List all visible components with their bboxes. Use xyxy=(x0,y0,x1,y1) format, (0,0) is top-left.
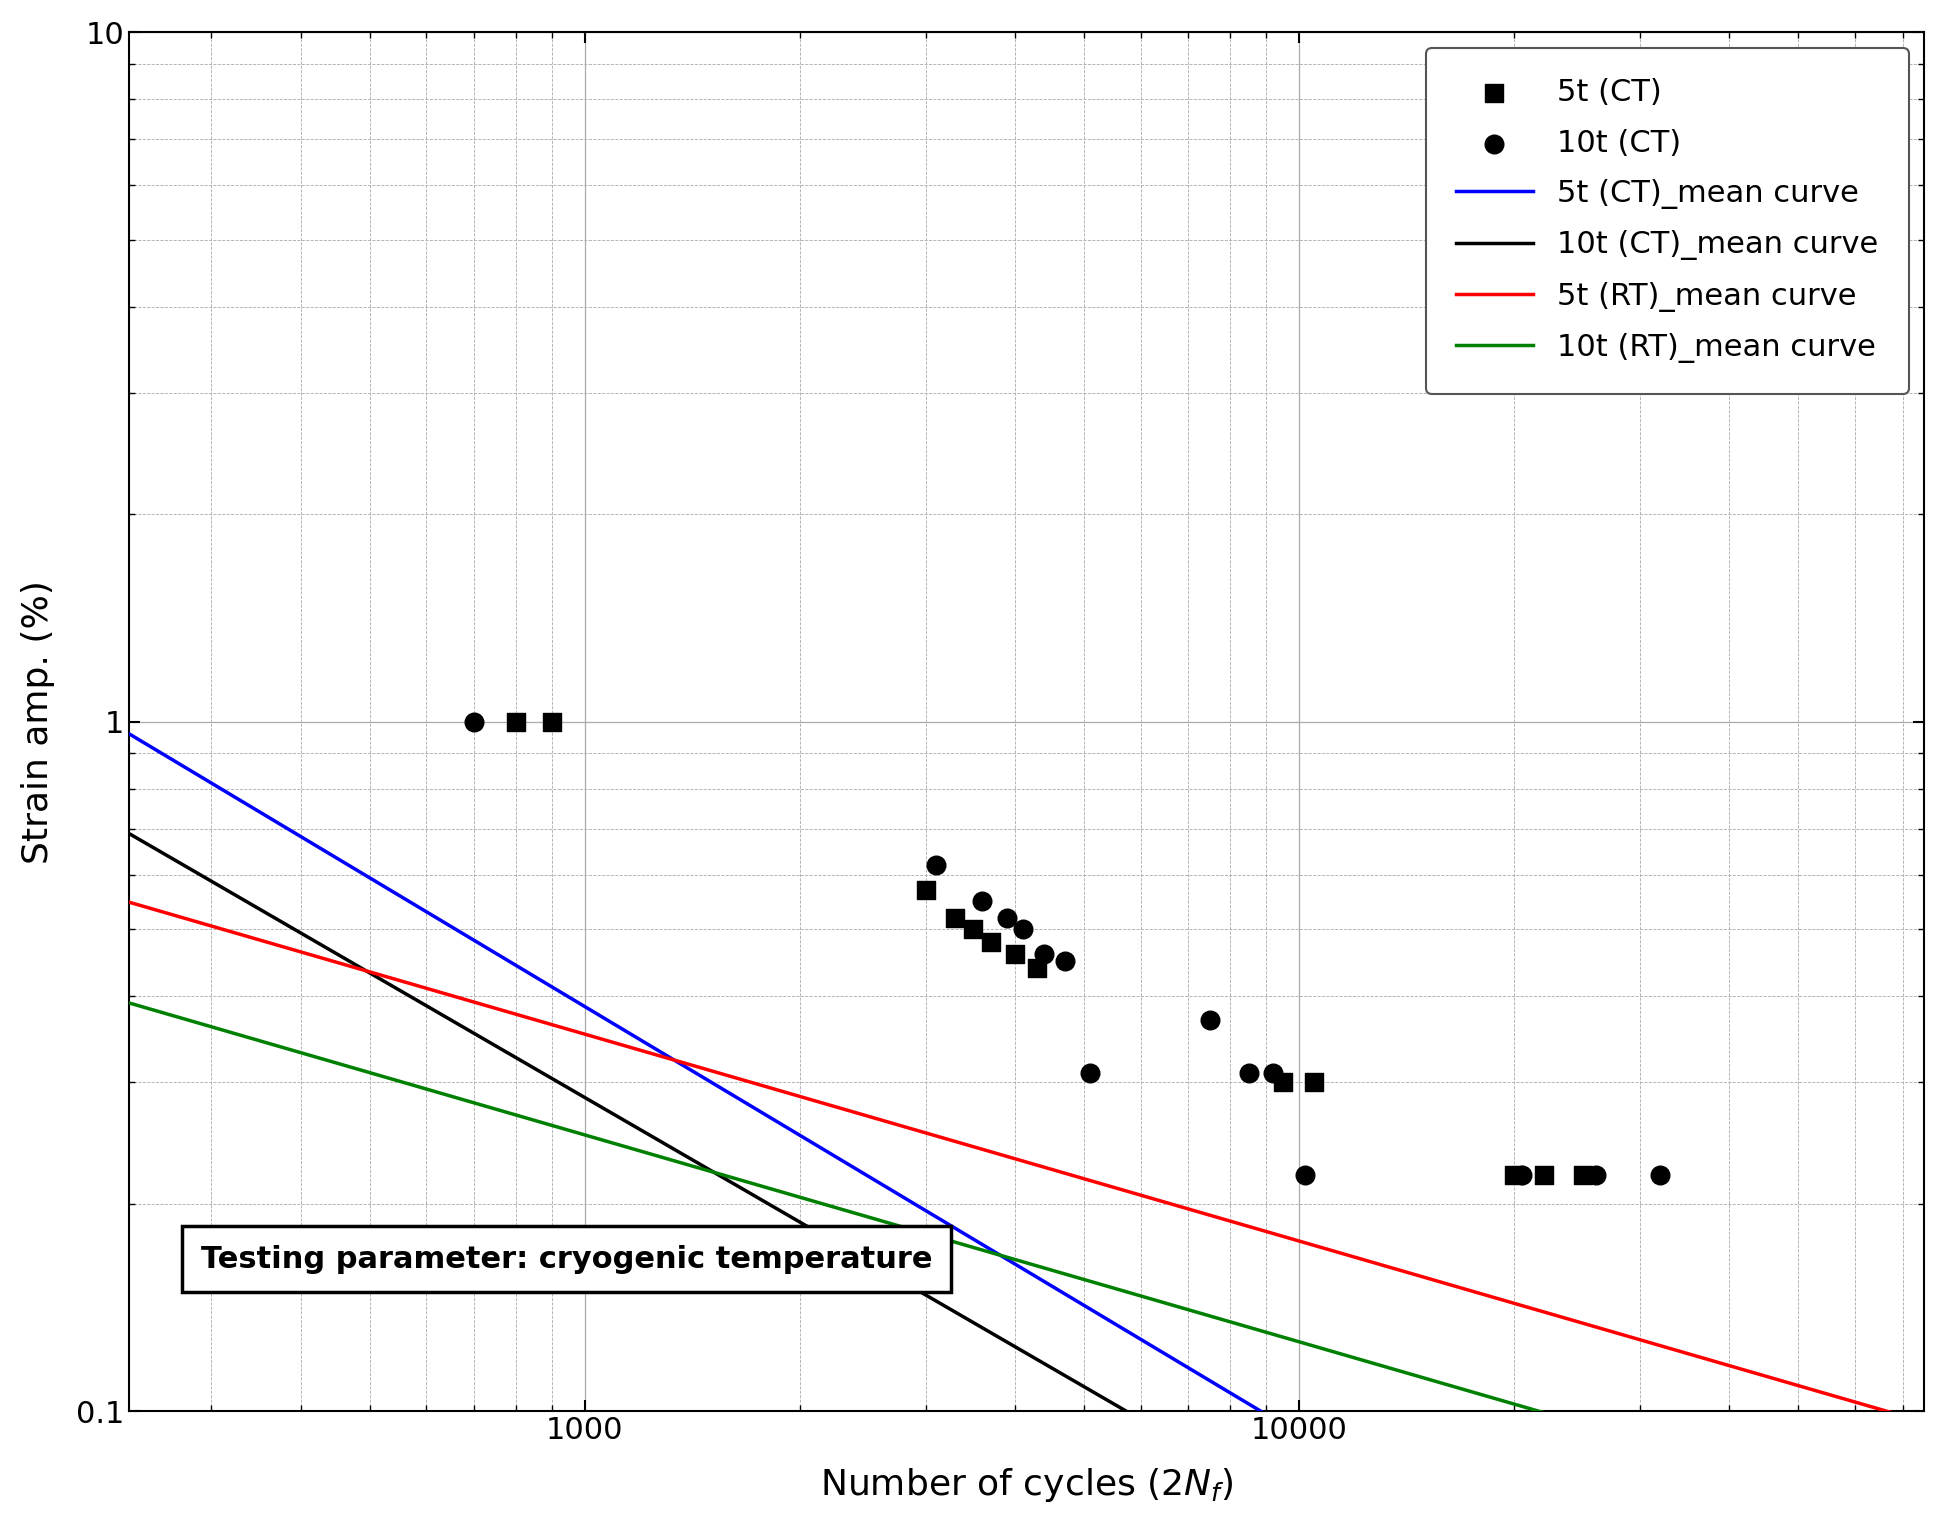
10t (RT)_mean curve xyxy=(971,1241,994,1260)
5t (RT)_mean curve xyxy=(971,1139,994,1157)
10t (CT) xyxy=(459,709,490,734)
5t (RT)_mean curve xyxy=(1912,1414,1935,1432)
5t (CT) xyxy=(1529,1164,1560,1188)
Line: 5t (RT)_mean curve: 5t (RT)_mean curve xyxy=(128,903,1924,1423)
5t (RT)_mean curve xyxy=(117,894,140,912)
5t (CT) xyxy=(1021,956,1052,981)
10t (CT) xyxy=(920,852,951,877)
10t (CT)_mean curve xyxy=(1050,1365,1074,1383)
5t (CT) xyxy=(910,878,941,903)
5t (CT) xyxy=(1268,1071,1299,1095)
Line: 5t (CT)_mean curve: 5t (CT)_mean curve xyxy=(128,734,1856,1525)
Line: 10t (RT)_mean curve: 10t (RT)_mean curve xyxy=(128,1003,1924,1523)
10t (CT) xyxy=(1505,1164,1537,1188)
10t (CT) xyxy=(967,889,998,913)
10t (RT)_mean curve xyxy=(1186,1304,1210,1322)
10t (RT)_mean curve xyxy=(1589,1420,1612,1438)
Text: Testing parameter: cryogenic temperature: Testing parameter: cryogenic temperature xyxy=(200,1244,932,1273)
5t (CT)_mean curve xyxy=(947,1222,971,1240)
10t (CT)_mean curve xyxy=(947,1305,971,1324)
10t (CT) xyxy=(1579,1164,1610,1188)
10t (CT) xyxy=(1290,1164,1321,1188)
10t (CT) xyxy=(1008,917,1039,941)
X-axis label: Number of cycles ($2N_f$): Number of cycles ($2N_f$) xyxy=(819,1466,1233,1504)
Line: 10t (CT)_mean curve: 10t (CT)_mean curve xyxy=(128,834,1856,1525)
5t (CT) xyxy=(1498,1164,1529,1188)
10t (RT)_mean curve xyxy=(1869,1501,1892,1519)
5t (CT) xyxy=(1568,1164,1599,1188)
10t (CT) xyxy=(1258,1060,1290,1084)
10t (CT) xyxy=(1233,1060,1264,1084)
10t (CT) xyxy=(1076,1060,1107,1084)
5t (RT)_mean curve xyxy=(1089,1174,1113,1193)
10t (CT) xyxy=(1194,1008,1225,1032)
10t (CT)_mean curve xyxy=(117,825,140,843)
10t (RT)_mean curve xyxy=(1912,1514,1935,1525)
10t (CT)_mean curve xyxy=(1144,1420,1167,1438)
10t (CT) xyxy=(992,906,1023,930)
Y-axis label: Strain amp. (%): Strain amp. (%) xyxy=(21,580,54,863)
10t (RT)_mean curve xyxy=(117,994,140,1013)
10t (RT)_mean curve xyxy=(1089,1275,1113,1293)
5t (RT)_mean curve xyxy=(1869,1400,1892,1418)
5t (CT) xyxy=(957,917,988,941)
10t (CT) xyxy=(1050,949,1081,973)
5t (CT)_mean curve xyxy=(1050,1284,1074,1302)
5t (CT)_mean curve xyxy=(117,724,140,743)
10t (CT)_mean curve xyxy=(937,1299,961,1318)
5t (CT)_mean curve xyxy=(937,1215,961,1234)
5t (RT)_mean curve xyxy=(1186,1202,1210,1220)
5t (CT) xyxy=(1000,942,1031,967)
Legend: 5t (CT), 10t (CT), 5t (CT)_mean curve, 10t (CT)_mean curve, 5t (RT)_mean curve, : 5t (CT), 10t (CT), 5t (CT)_mean curve, 1… xyxy=(1426,47,1908,393)
5t (CT) xyxy=(500,709,531,734)
5t (CT) xyxy=(974,930,1006,955)
10t (CT) xyxy=(1644,1164,1675,1188)
5t (CT) xyxy=(1299,1071,1330,1095)
10t (CT) xyxy=(1029,942,1060,967)
5t (CT) xyxy=(939,906,971,930)
10t (RT)_mean curve xyxy=(980,1244,1004,1263)
5t (RT)_mean curve xyxy=(1589,1319,1612,1337)
5t (CT) xyxy=(537,709,568,734)
5t (CT)_mean curve xyxy=(1144,1339,1167,1357)
5t (RT)_mean curve xyxy=(980,1144,1004,1162)
